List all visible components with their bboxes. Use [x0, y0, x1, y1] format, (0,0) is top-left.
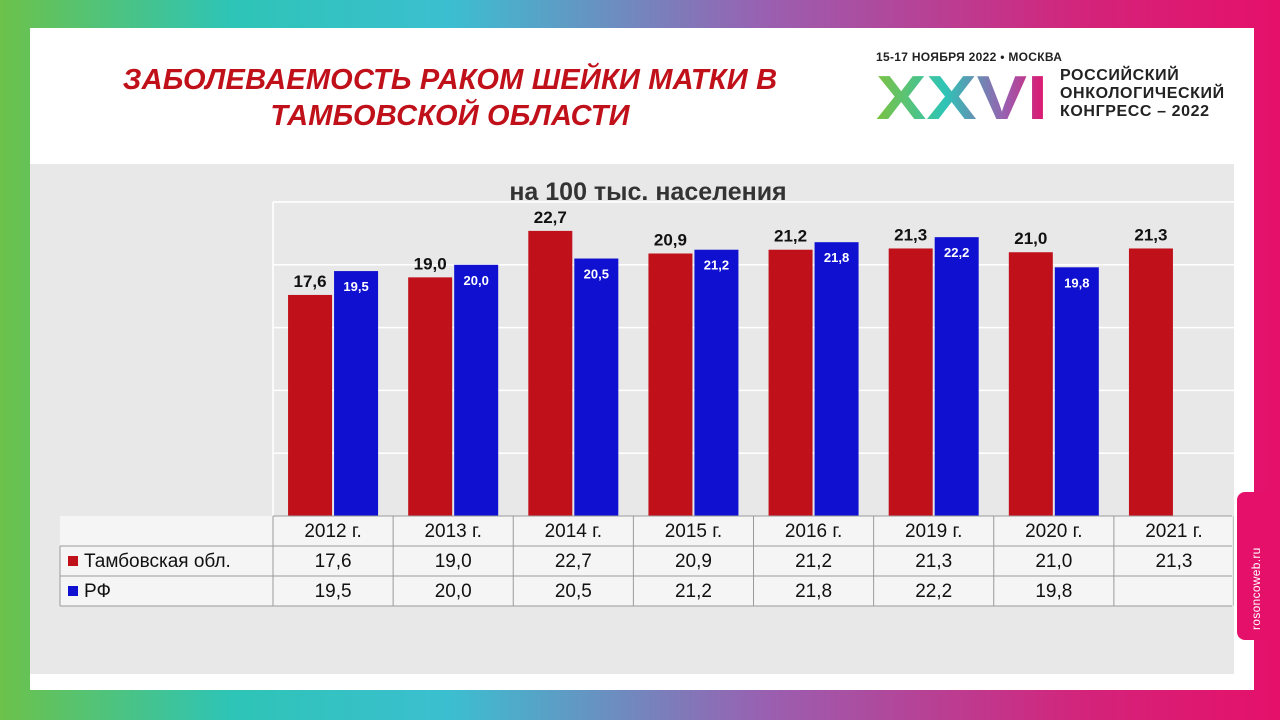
bar-rf [334, 271, 379, 516]
table-cell-value: 19,8 [1035, 581, 1072, 602]
table-cell-value: 22,7 [555, 551, 592, 572]
legend-swatch-tambov [68, 556, 78, 566]
table-category-label: 2016 г. [785, 521, 842, 542]
data-label-tambov: 20,9 [654, 230, 687, 249]
bar-tambov [768, 249, 813, 516]
bar-tambov [408, 277, 453, 516]
table-category-label: 2013 г. [424, 521, 481, 542]
table-cell-value: 21,2 [675, 581, 712, 602]
bar-tambov [648, 253, 693, 516]
data-label-tambov: 21,2 [774, 227, 807, 246]
table-category-label: 2020 г. [1025, 521, 1082, 542]
bar-rf [694, 249, 739, 516]
slide-title: ЗАБОЛЕВАЕМОСТЬ РАКОМ ШЕЙКИ МАТКИ В ТАМБО… [70, 62, 830, 134]
table-category-label: 2015 г. [665, 521, 722, 542]
table-category-label: 2014 г. [545, 521, 602, 542]
table-cell-value: 22,2 [915, 581, 952, 602]
table-category-label: 2019 г. [905, 521, 962, 542]
logo-line3: КОНГРЕСС – 2022 [1060, 103, 1210, 120]
bar-tambov [288, 294, 333, 516]
data-label-rf: 21,8 [824, 250, 849, 265]
data-label-tambov: 19,0 [414, 254, 447, 273]
table-cell-value: 21,3 [1155, 551, 1192, 572]
data-label-tambov: 17,6 [294, 272, 327, 291]
data-label-rf: 20,0 [464, 273, 489, 288]
bar-tambov [888, 248, 933, 517]
data-label-rf: 21,2 [704, 258, 729, 273]
data-label-tambov: 21,3 [894, 225, 927, 244]
table-cell-value: 21,0 [1035, 551, 1072, 572]
side-tab[interactable]: rosoncoweb.ru [1237, 492, 1280, 640]
logo-roman-text: XXVI [876, 67, 1048, 125]
logo-line1: РОССИЙСКИЙ [1060, 67, 1180, 84]
table-cell-value: 20,0 [435, 581, 472, 602]
legend-label-rf: РФ [84, 581, 111, 602]
data-label-rf: 20,5 [584, 267, 609, 282]
table-cell-value: 20,5 [555, 581, 592, 602]
data-label-rf: 19,8 [1064, 275, 1089, 290]
data-label-tambov: 22,7 [534, 208, 567, 227]
table-category-label: 2012 г. [304, 521, 361, 542]
table-category-label: 2021 г. [1145, 521, 1202, 542]
bar-rf [934, 237, 979, 516]
table-cell-value: 21,8 [795, 581, 832, 602]
data-label-rf: 22,2 [944, 245, 969, 260]
table-cell-value: 20,9 [675, 551, 712, 572]
logo-date: 15-17 НОЯБРЯ 2022 • МОСКВА [876, 50, 1063, 64]
slide: ЗАБОЛЕВАЕМОСТЬ РАКОМ ШЕЙКИ МАТКИ В ТАМБО… [30, 28, 1254, 690]
bar-rf [454, 264, 499, 516]
chart-area: на 100 тыс. населения 17,6 19,5 19,0 20,0 22,… [30, 164, 1234, 674]
congress-logo: 15-17 НОЯБРЯ 2022 • МОСКВА XXVI РОССИЙСК… [876, 50, 1236, 130]
side-tab-link[interactable]: rosoncoweb.ru [1249, 547, 1263, 630]
bar-rf [1054, 267, 1099, 516]
legend-swatch-rf [68, 586, 78, 596]
table-cell-value: 21,2 [795, 551, 832, 572]
logo-roman-numeral: XXVI [876, 67, 1048, 125]
slide-title-line1: ЗАБОЛЕВАЕМОСТЬ РАКОМ ШЕЙКИ МАТКИ В [122, 64, 778, 96]
table-cell-value: 19,0 [435, 551, 472, 572]
logo-congress-name: РОССИЙСКИЙ ОНКОЛОГИЧЕСКИЙ КОНГРЕСС – 202… [1060, 67, 1225, 121]
legend-label-tambov: Тамбовская обл. [84, 551, 231, 572]
bar-tambov [1008, 252, 1053, 516]
data-label-tambov: 21,0 [1014, 229, 1047, 248]
bar-tambov [528, 230, 573, 516]
table-cell-value: 21,3 [915, 551, 952, 572]
logo-line2: ОНКОЛОГИЧЕСКИЙ [1060, 85, 1225, 102]
table-cell-value: 17,6 [315, 551, 352, 572]
data-label-tambov: 21,3 [1134, 225, 1167, 244]
bar-chart: на 100 тыс. населения 17,6 19,5 19,0 20,0 22,… [59, 178, 1234, 607]
bar-rf [574, 258, 619, 516]
bar-rf [814, 242, 859, 516]
slide-title-line2: ТАМБОВСКОЙ ОБЛАСТИ [270, 100, 630, 132]
bar-tambov [1128, 248, 1173, 517]
chart-title: на 100 тыс. населения [509, 178, 786, 206]
table-background [60, 516, 1232, 606]
data-label-rf: 19,5 [343, 279, 368, 294]
table-cell-value: 19,5 [315, 581, 352, 602]
